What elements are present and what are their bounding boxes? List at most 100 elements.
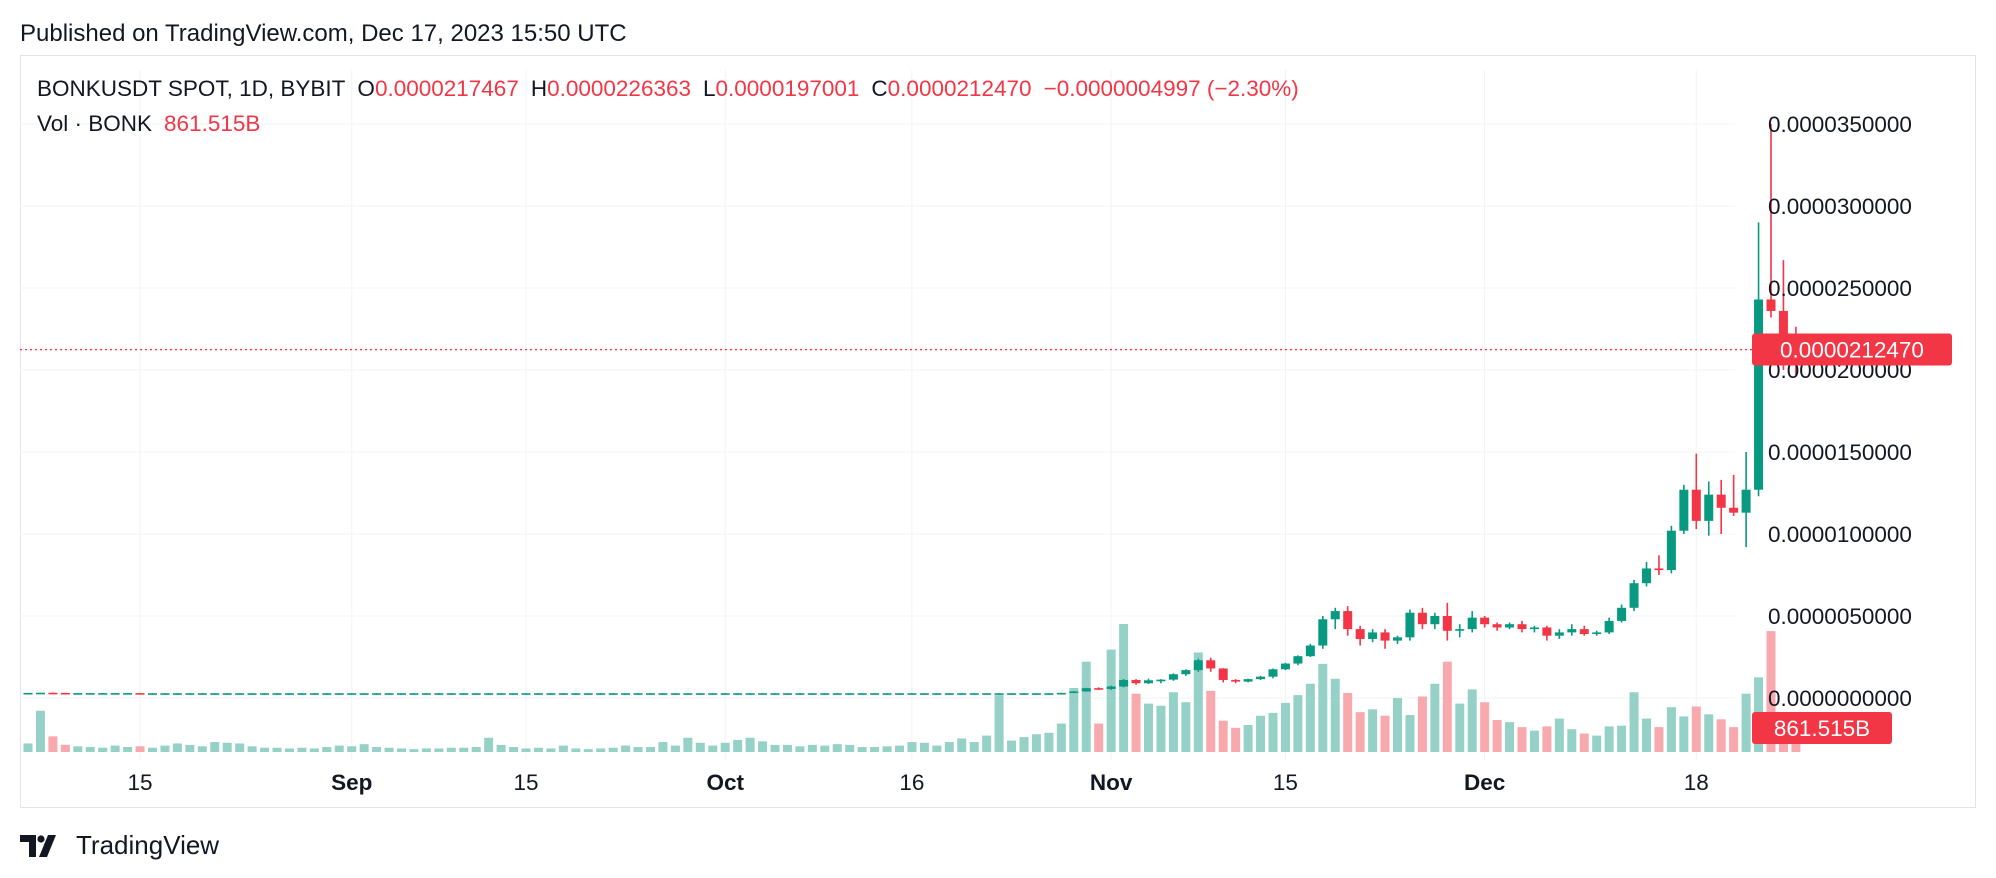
candle-body: [994, 693, 1004, 695]
volume-bar: [1617, 725, 1627, 752]
candle-body: [1243, 679, 1253, 682]
volume-bar: [1268, 712, 1278, 752]
volume-bar: [35, 710, 45, 752]
candle-body: [135, 693, 145, 695]
volume-bar: [1256, 715, 1266, 752]
candle-body: [384, 693, 394, 695]
volume-bar: [1393, 697, 1402, 752]
volume-bar: [1280, 702, 1290, 752]
candle-body: [969, 693, 979, 695]
candle-body: [1716, 494, 1726, 508]
candle-body: [1069, 691, 1079, 694]
candle-body: [235, 693, 245, 695]
volume-bar: [172, 743, 182, 752]
volume-bar: [895, 745, 904, 752]
volume-bar: [1380, 715, 1390, 752]
volume-bar: [795, 746, 805, 752]
volume-bar: [1579, 733, 1589, 752]
chart-frame: [20, 55, 1976, 808]
volume-bar: [322, 747, 332, 752]
candle-body: [832, 693, 842, 695]
volume-bar: [1106, 649, 1116, 752]
last-value-markers: 0.0000212470 861.515B: [20, 333, 1952, 744]
volume-bar: [708, 745, 718, 752]
volume-bar: [558, 745, 568, 752]
volume-bar: [60, 744, 70, 752]
volume-bar: [247, 746, 257, 752]
candle-body: [1554, 632, 1564, 636]
volume-value: 861.515B: [164, 111, 261, 136]
volume-bar: [1206, 690, 1216, 752]
candle-body: [1181, 670, 1191, 675]
candle-body: [148, 693, 157, 695]
volume-bar: [782, 744, 792, 752]
last-volume-label: 861.515B: [1774, 716, 1870, 741]
price-tick-label: 0.0000350000: [1768, 112, 1912, 137]
volume-bar: [608, 747, 618, 752]
time-tick-label: Sep: [331, 770, 372, 795]
volume-bar: [1355, 712, 1365, 752]
volume-bar: [1542, 726, 1552, 752]
candle-body: [446, 693, 456, 695]
candle-body: [123, 693, 133, 695]
volume-bar: [1492, 720, 1502, 752]
candle-body: [695, 693, 705, 695]
volume-bar: [210, 742, 220, 752]
volume-bar: [1343, 692, 1353, 752]
volume-bar: [1430, 683, 1440, 752]
price-tick-label: 0.0000150000: [1768, 440, 1912, 465]
candle-body: [1642, 568, 1651, 584]
candle-body: [459, 693, 469, 695]
footer-brand[interactable]: TradingView: [20, 830, 219, 861]
time-tick-label: 15: [1273, 770, 1298, 795]
volume-bar: [1554, 718, 1564, 752]
volume-bar: [73, 746, 83, 752]
volume-bar: [409, 749, 419, 752]
volume-bar: [621, 745, 631, 752]
candle-body: [1081, 688, 1091, 692]
candle-body: [1666, 530, 1676, 571]
volume-bar: [720, 742, 730, 752]
candle-body: [1778, 310, 1788, 343]
candle-body: [782, 693, 792, 695]
candle-body: [895, 693, 904, 695]
volume-bar: [745, 737, 755, 752]
symbol-label: BONKUSDT SPOT, 1D, BYBIT: [37, 76, 346, 101]
candle-body: [1293, 656, 1303, 664]
volume-bar: [1094, 723, 1104, 752]
time-tick-label: 18: [1684, 770, 1709, 795]
candle-body: [260, 693, 270, 695]
candle-body: [1579, 629, 1589, 635]
candle-body: [1280, 663, 1290, 670]
candle-body: [733, 693, 743, 695]
candle-body: [1455, 629, 1465, 631]
candle-body: [882, 693, 892, 695]
last-price-tag: [1752, 333, 1952, 366]
price-tick-label: 0.0000100000: [1768, 522, 1912, 547]
candle-body: [870, 693, 880, 695]
candle-body: [658, 693, 668, 695]
candle-body: [1467, 617, 1477, 630]
price-tick-label: 0.0000300000: [1768, 194, 1912, 219]
volume-bar: [1442, 661, 1452, 752]
candle-body: [583, 693, 593, 695]
chart-grid: [20, 70, 1735, 760]
volume-bar: [907, 742, 917, 752]
volume-bar: [1056, 723, 1066, 752]
price-tick-label: 0.0000050000: [1768, 604, 1912, 629]
candle-body: [1268, 669, 1278, 677]
volume-bar: [583, 749, 593, 752]
volume-bar: [85, 747, 95, 752]
volume-bar: [1007, 740, 1017, 752]
candle-body: [596, 693, 606, 695]
candle-body: [484, 693, 494, 695]
published-caption: Published on TradingView.com, Dec 17, 20…: [20, 20, 627, 47]
time-tick-label: 16: [899, 770, 924, 795]
volume-bar: [596, 748, 606, 752]
candle-body: [1754, 299, 1764, 490]
candle-body: [1430, 616, 1440, 625]
volume-bar: [1592, 735, 1602, 752]
volume-bar: [1691, 706, 1701, 752]
volume-bar: [1218, 720, 1228, 752]
